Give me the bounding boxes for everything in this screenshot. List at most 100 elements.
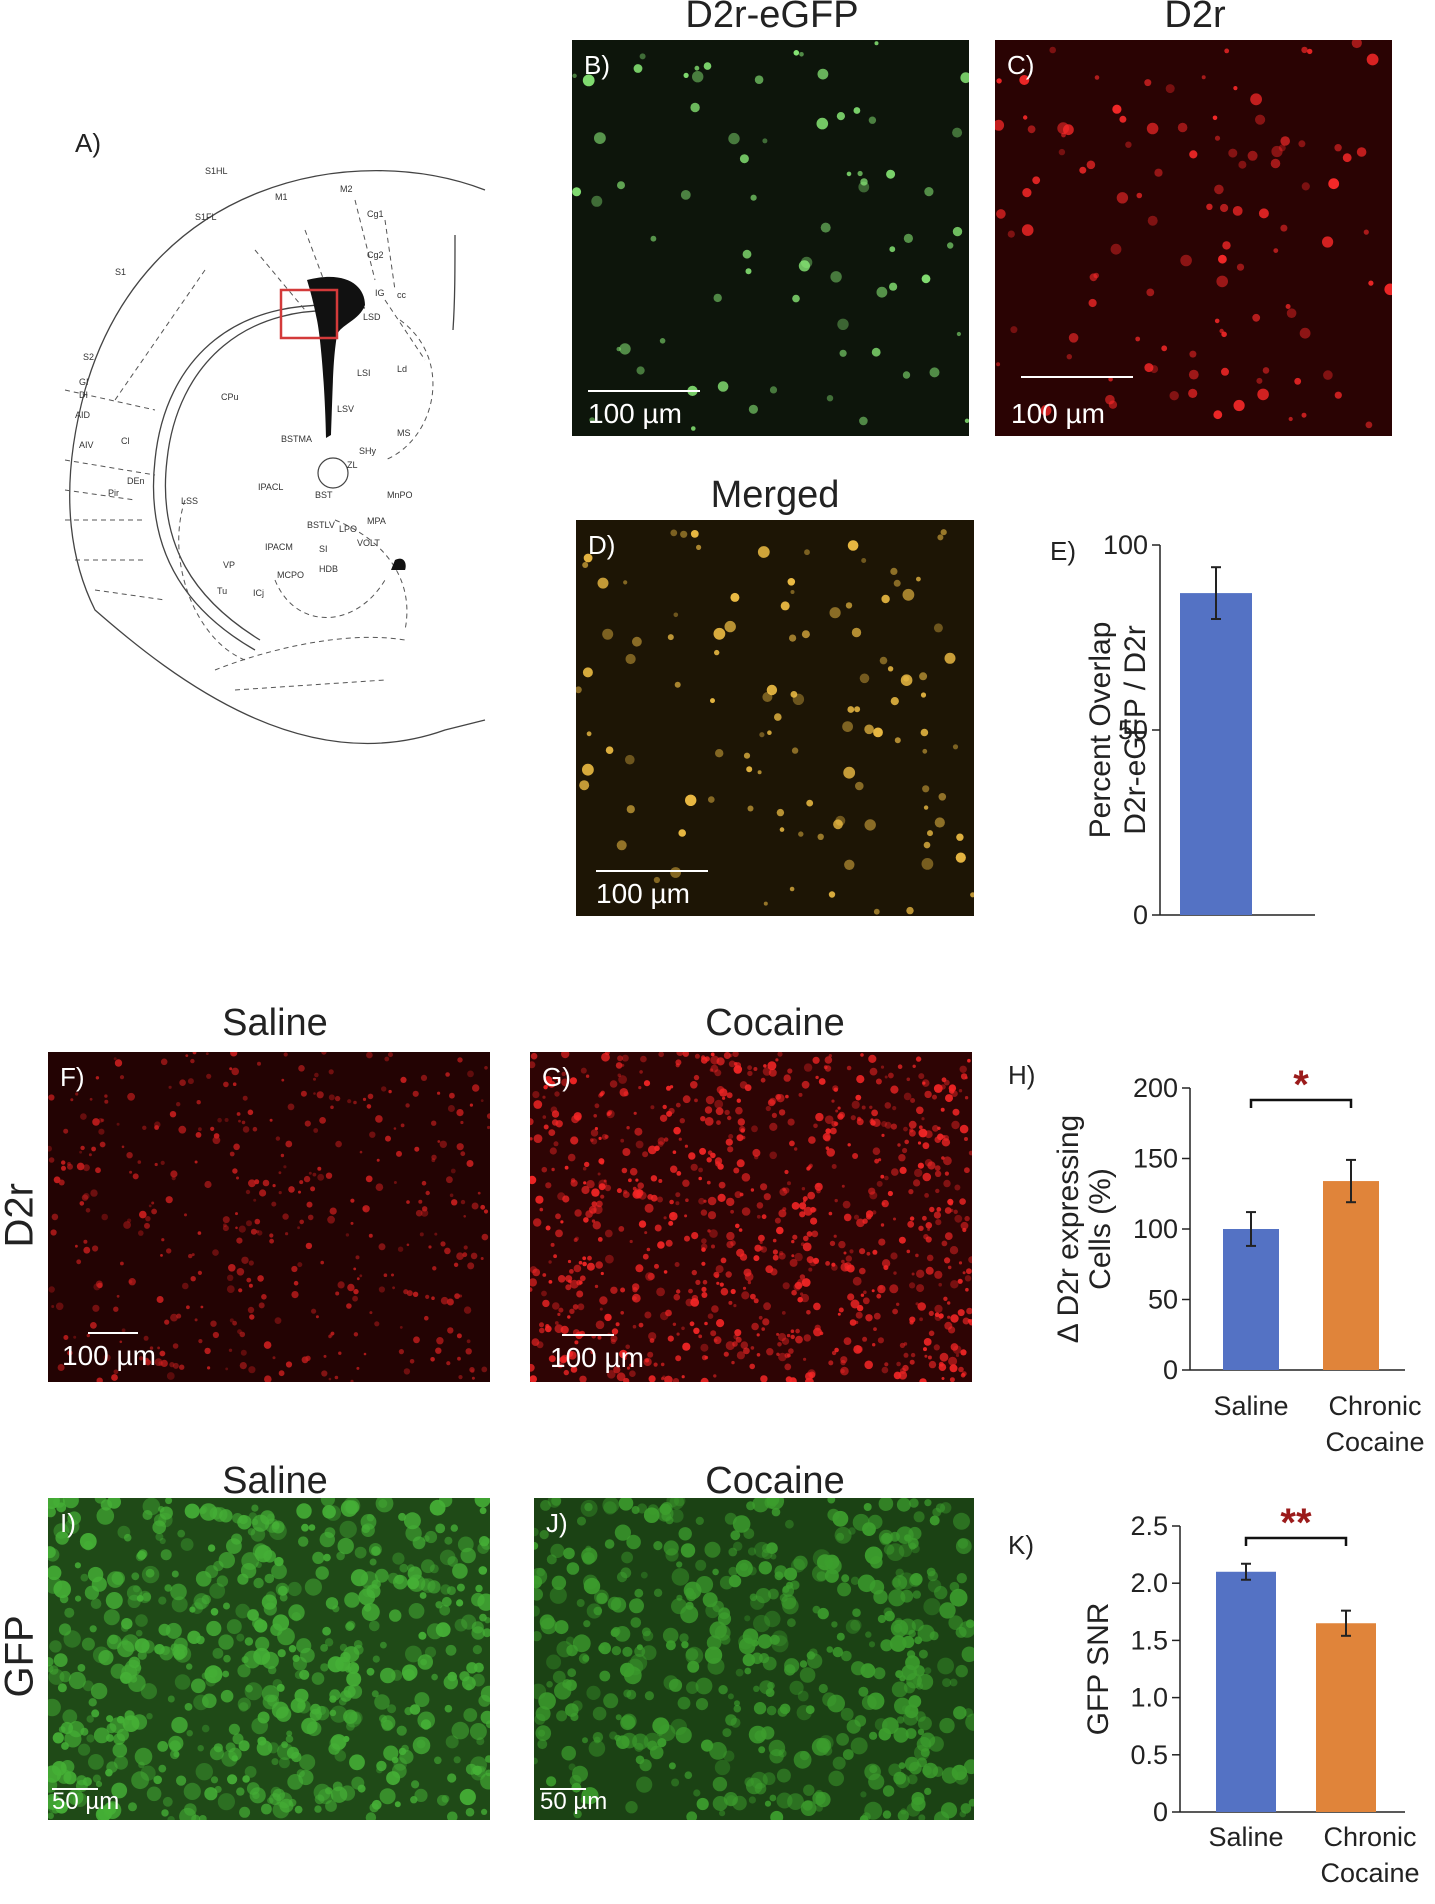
- cell-dot: [1224, 48, 1230, 54]
- cell-dot: [685, 1646, 704, 1665]
- cell-dot: [623, 1356, 627, 1360]
- cell-dot: [237, 1329, 242, 1334]
- cell-dot: [846, 1719, 861, 1734]
- cell-dot: [546, 1776, 557, 1787]
- cell-dot: [733, 1541, 743, 1551]
- cell-dot: [439, 1140, 447, 1148]
- cell-dot: [550, 1242, 555, 1247]
- y-tick-label: 2.0: [1130, 1568, 1168, 1598]
- cell-dot: [778, 1352, 787, 1362]
- cell-dot: [836, 1632, 845, 1641]
- cell-dot: [378, 1243, 386, 1251]
- cell-dot: [257, 1711, 270, 1724]
- cell-dot: [52, 1732, 64, 1744]
- cell-dot: [220, 1689, 234, 1703]
- atlas-region-s1fl: S1FL: [195, 212, 217, 222]
- cell-dot: [682, 1179, 690, 1187]
- cell-dot: [761, 1327, 765, 1331]
- cell-dot: [815, 1075, 819, 1080]
- cell-dot: [940, 1084, 946, 1090]
- cell-dot: [271, 1563, 287, 1580]
- cell-dot: [759, 732, 765, 738]
- cell-dot: [696, 544, 702, 550]
- cell-dot: [888, 1072, 894, 1079]
- cell-dot: [634, 1588, 644, 1598]
- cell-dot: [48, 1506, 56, 1518]
- cell-dot: [920, 692, 927, 698]
- cell-dot: [170, 1583, 187, 1601]
- cell-dot: [539, 1322, 544, 1328]
- cell-dot: [890, 1619, 909, 1637]
- cell-dot: [451, 1199, 458, 1206]
- cell-dot: [728, 1300, 733, 1305]
- cell-dot: [466, 1662, 478, 1674]
- cell-dot: [641, 1645, 657, 1661]
- cell-dot: [803, 1784, 815, 1796]
- cell-dot: [397, 1246, 404, 1252]
- cell-dot: [328, 1094, 335, 1101]
- cell-dot: [530, 1287, 533, 1292]
- cell-dot: [1256, 377, 1263, 384]
- panel-label-d: D): [588, 530, 616, 560]
- cell-dot: [851, 1100, 860, 1109]
- atlas-region-ig: IG: [375, 288, 385, 298]
- cell-dot: [884, 1102, 892, 1109]
- cell-dot: [534, 1575, 543, 1589]
- cell-dot: [434, 1232, 438, 1236]
- cell-dot: [784, 1567, 798, 1581]
- cell-dot: [98, 1650, 114, 1666]
- cell-dot: [665, 1548, 679, 1562]
- cell-dot: [358, 1588, 376, 1606]
- cell-dot: [884, 1175, 889, 1181]
- cell-dot: [924, 1193, 929, 1198]
- cell-dot: [701, 1247, 706, 1252]
- cell-dot: [725, 1271, 732, 1278]
- cell-dot: [722, 1728, 732, 1738]
- cell-dot: [833, 1121, 839, 1126]
- cell-dot: [73, 1335, 77, 1339]
- cell-dot: [304, 1578, 322, 1596]
- cell-dot: [861, 1695, 877, 1710]
- cell-dot: [700, 1209, 708, 1216]
- cell-dot: [922, 1142, 930, 1150]
- cell-dot: [381, 1086, 387, 1092]
- cell-dot: [329, 1709, 337, 1717]
- cell-dot: [319, 1117, 326, 1124]
- cell-dot: [753, 1067, 758, 1071]
- cell-dot: [826, 1148, 835, 1157]
- cell-dot: [365, 1175, 373, 1183]
- cell-dot: [934, 1304, 943, 1313]
- cell-dot: [453, 1262, 459, 1267]
- cell-dot: [1278, 144, 1286, 152]
- cell-dot: [665, 1640, 676, 1651]
- cell-dot: [801, 630, 810, 639]
- cell-dot: [583, 553, 593, 563]
- cell-dot: [905, 1728, 917, 1739]
- cell-dot: [594, 1103, 600, 1109]
- cell-dot: [95, 1781, 103, 1788]
- cell-dot: [959, 1065, 967, 1073]
- cell-dot: [789, 1377, 797, 1382]
- cell-dot: [424, 1530, 438, 1544]
- cell-dot: [483, 1209, 489, 1214]
- cell-dot: [334, 1750, 347, 1762]
- atlas-region-cg2: Cg2: [367, 250, 384, 260]
- cell-dot: [845, 602, 853, 609]
- cell-dot: [698, 1334, 703, 1339]
- cell-dot: [167, 1816, 175, 1820]
- cell-dot: [680, 1605, 699, 1624]
- cell-dot: [317, 1166, 322, 1171]
- cell-dot: [288, 1645, 297, 1653]
- cell-dot: [797, 1296, 803, 1303]
- cell-dot: [121, 1664, 138, 1681]
- cell-dot: [615, 1714, 622, 1721]
- cell-dot: [248, 1366, 256, 1374]
- cell-dot: [92, 1118, 100, 1126]
- cell-dot: [235, 1212, 238, 1216]
- cell-dot: [563, 1369, 569, 1376]
- cell-dot: [952, 127, 963, 138]
- cell-dot: [299, 1669, 310, 1680]
- cell-dot: [1040, 405, 1052, 416]
- cell-dot: [214, 1785, 222, 1793]
- cell-dot: [947, 242, 954, 249]
